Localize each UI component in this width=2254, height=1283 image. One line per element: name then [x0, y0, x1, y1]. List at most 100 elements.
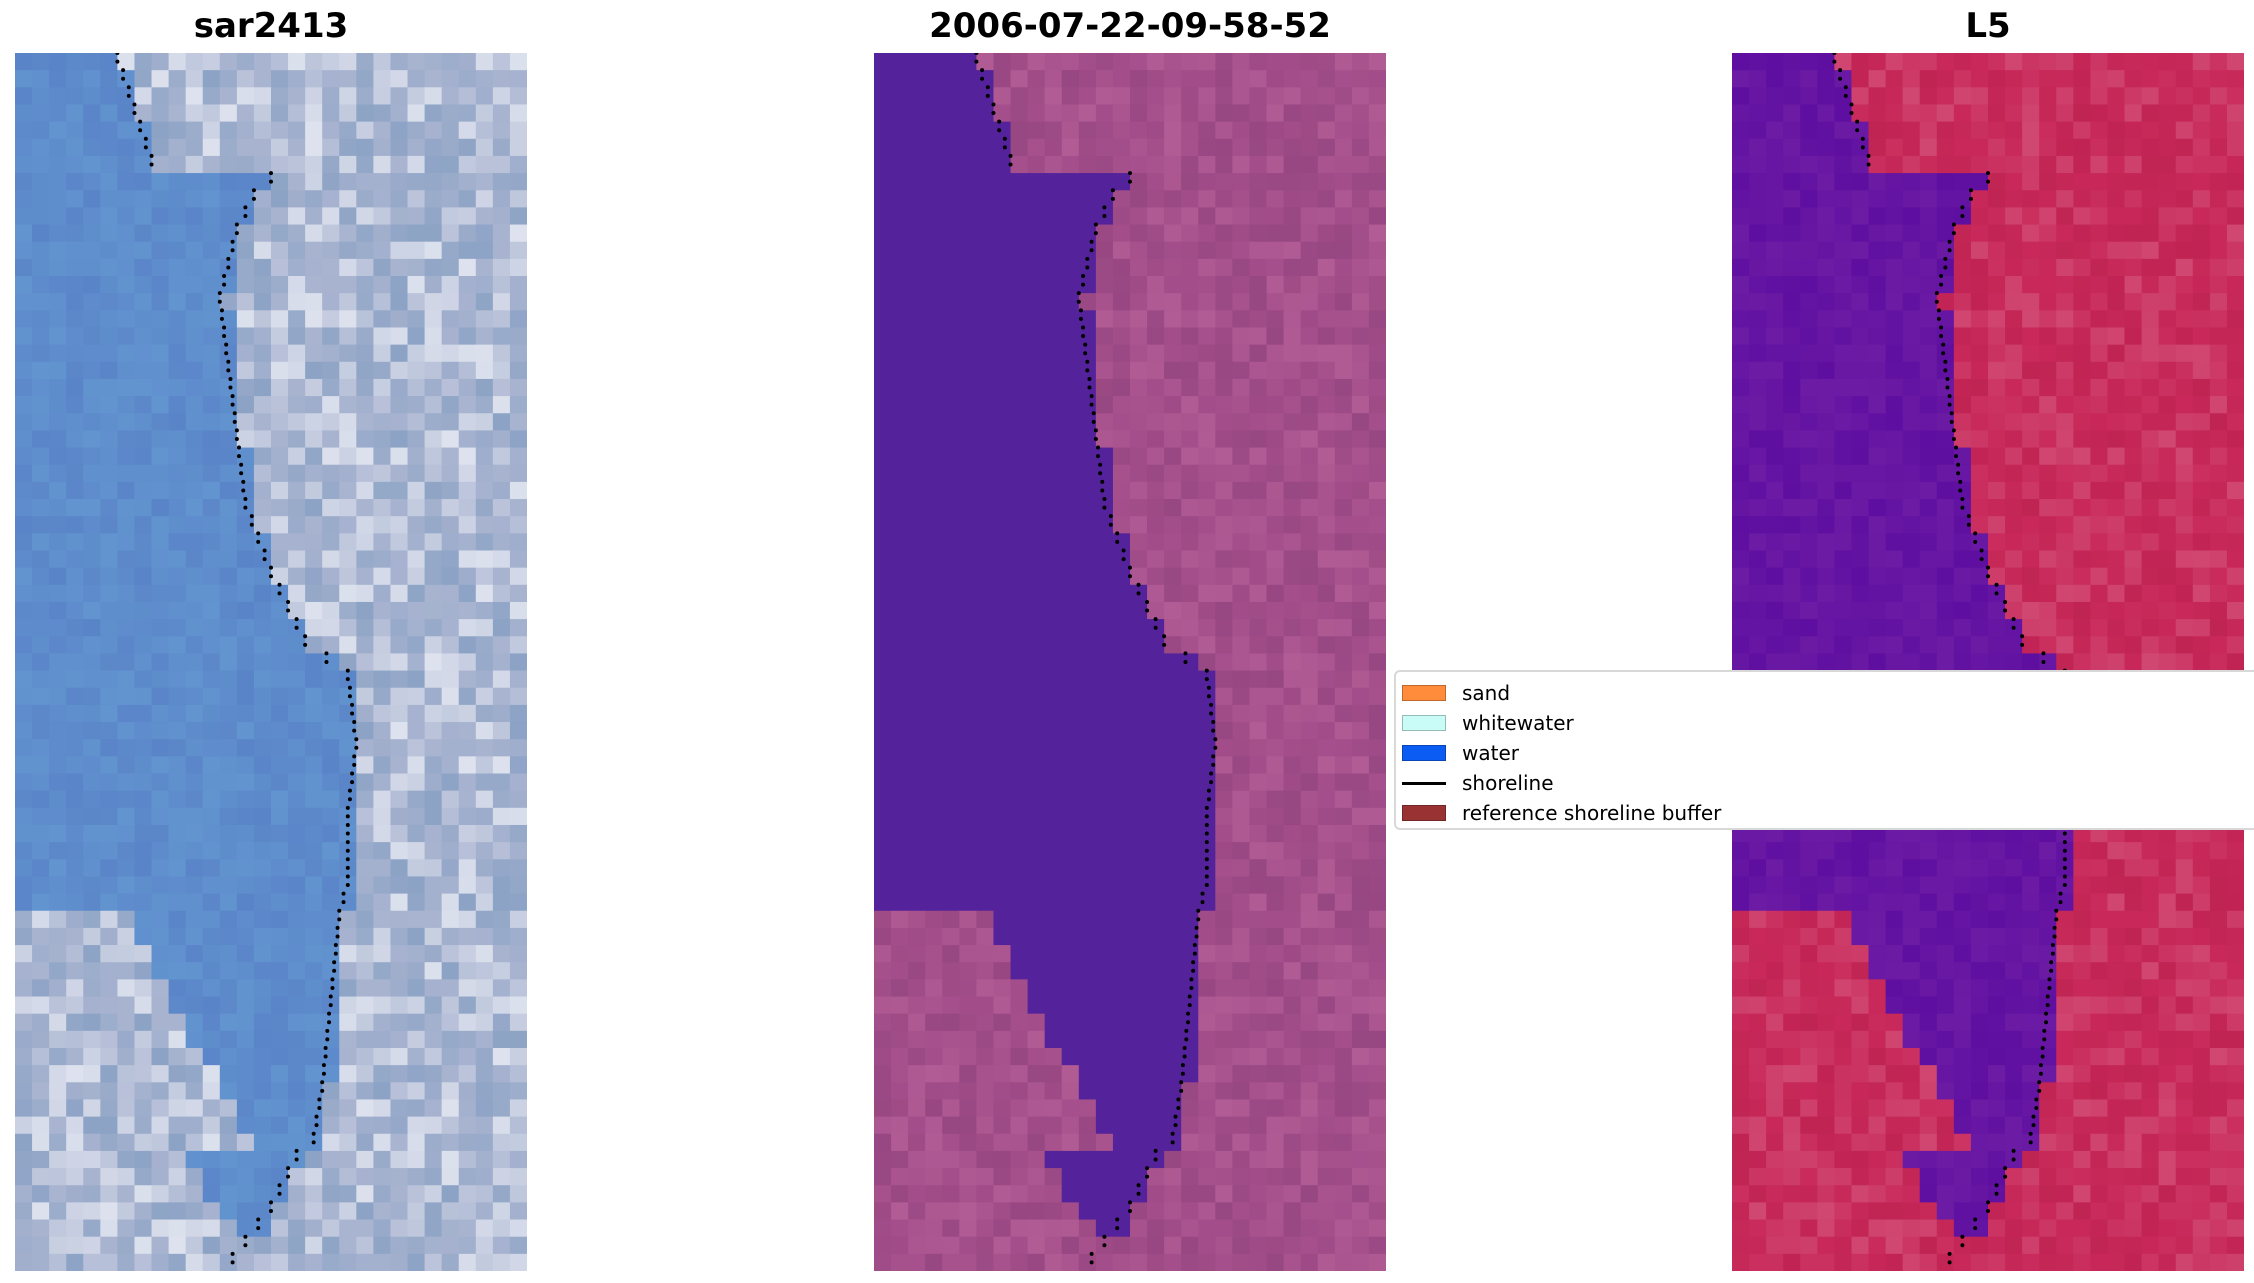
- pixel-cell: [509, 344, 527, 363]
- pixel-cell: [373, 1236, 392, 1255]
- pixel-cell: [168, 1150, 187, 1169]
- pixel-cell: [373, 293, 392, 311]
- pixel-cell: [1266, 327, 1285, 346]
- shoreline-dot: [317, 1106, 322, 1111]
- pixel-cell: [1147, 224, 1165, 243]
- pixel-cell: [253, 1030, 272, 1049]
- pixel-cell: [1181, 1253, 1199, 1271]
- pixel-cell: [1334, 396, 1353, 414]
- pixel-cell: [236, 790, 255, 809]
- pixel-cell: [509, 653, 527, 672]
- pixel-cell: [874, 53, 892, 71]
- pixel-cell: [1266, 378, 1285, 397]
- pixel-cell: [1300, 1253, 1319, 1271]
- pixel-cell: [1249, 1236, 1268, 1255]
- pixel-cell: [2124, 155, 2143, 174]
- pixel-cell: [925, 687, 943, 706]
- pixel-cell: [976, 670, 995, 689]
- pixel-cell: [271, 396, 289, 414]
- pixel-cell: [1300, 361, 1319, 380]
- pixel-cell: [441, 1185, 460, 1203]
- pixel-cell: [509, 533, 527, 552]
- pixel-cell: [15, 636, 33, 655]
- pixel-cell: [441, 190, 460, 208]
- pixel-cell: [202, 893, 221, 912]
- pixel-cell: [236, 893, 255, 912]
- pixel-cell: [1851, 53, 1870, 71]
- pixel-cell: [1300, 601, 1319, 620]
- pixel-cell: [134, 258, 153, 277]
- pixel-cell: [1936, 87, 1955, 106]
- pixel-cell: [253, 1168, 272, 1186]
- pixel-cell: [1232, 310, 1251, 329]
- pixel-cell: [185, 413, 204, 431]
- pixel-cell: [1164, 859, 1182, 878]
- pixel-cell: [1300, 1150, 1319, 1169]
- pixel-cell: [151, 1030, 170, 1049]
- pixel-cell: [219, 1030, 238, 1049]
- pixel-cell: [49, 1133, 67, 1152]
- pixel-cell: [1317, 224, 1336, 243]
- pixel-cell: [168, 601, 187, 620]
- shoreline-dot: [226, 256, 231, 261]
- pixel-cell: [1817, 87, 1835, 106]
- shoreline-dot: [1089, 394, 1094, 399]
- pixel-cell: [1164, 378, 1182, 397]
- pixel-cell: [458, 1133, 477, 1152]
- pixel-cell: [1249, 1116, 1268, 1135]
- pixel-cell: [942, 756, 960, 775]
- pixel-cell: [1300, 790, 1319, 809]
- pixel-cell: [305, 190, 323, 208]
- pixel-cell: [1164, 344, 1182, 363]
- pixel-cell: [66, 207, 84, 226]
- pixel-cell: [236, 293, 255, 311]
- pixel-cell: [66, 739, 84, 757]
- pixel-cell: [1334, 413, 1353, 431]
- pixel-cell: [993, 1030, 1012, 1049]
- pixel-cell: [1232, 1030, 1251, 1049]
- pixel-cell: [1112, 927, 1131, 946]
- pixel-cell: [1732, 104, 1750, 123]
- pixel-cell: [1368, 807, 1386, 826]
- pixel-cell: [1027, 670, 1046, 689]
- pixel-cell: [1181, 584, 1199, 603]
- pixel-cell: [424, 1099, 443, 1118]
- pixel-cell: [424, 190, 443, 208]
- pixel-cell: [253, 996, 272, 1015]
- pixel-cell: [458, 1047, 477, 1066]
- pixel-cell: [1112, 687, 1131, 706]
- pixel-cell: [1164, 430, 1182, 449]
- pixel-cell: [1215, 361, 1233, 380]
- pixel-cell: [339, 1065, 357, 1083]
- pixel-cell: [32, 155, 50, 174]
- pixel-cell: [32, 87, 50, 106]
- pixel-cell: [1351, 1168, 1370, 1186]
- pixel-cell: [441, 927, 460, 946]
- pixel-cell: [1368, 361, 1386, 380]
- pixel-cell: [1044, 53, 1063, 71]
- shoreline-dot: [1180, 1063, 1185, 1068]
- shoreline-dot: [1153, 617, 1158, 622]
- pixel-cell: [202, 653, 221, 672]
- pixel-cell: [32, 310, 50, 329]
- pixel-cell: [925, 824, 943, 843]
- pixel-cell: [1300, 842, 1319, 860]
- pixel-cell: [959, 121, 977, 140]
- pixel-cell: [1164, 807, 1182, 826]
- pixel-cell: [942, 1082, 960, 1101]
- pixel-cell: [1147, 1236, 1165, 1255]
- pixel-cell: [1232, 1047, 1251, 1066]
- pixel-cell: [1351, 481, 1370, 500]
- pixel-cell: [458, 481, 477, 500]
- pixel-cell: [509, 258, 527, 277]
- pixel-cell: [993, 258, 1012, 277]
- pixel-cell: [151, 1047, 170, 1066]
- pixel-cell: [1953, 155, 1972, 174]
- pixel-cell: [1368, 945, 1386, 963]
- pixel-cell: [1283, 584, 1302, 603]
- pixel-cell: [925, 1253, 943, 1271]
- pixel-cell: [100, 807, 118, 826]
- pixel-cell: [322, 533, 340, 552]
- pixel-cell: [441, 1253, 460, 1271]
- pixel-cell: [1249, 258, 1268, 277]
